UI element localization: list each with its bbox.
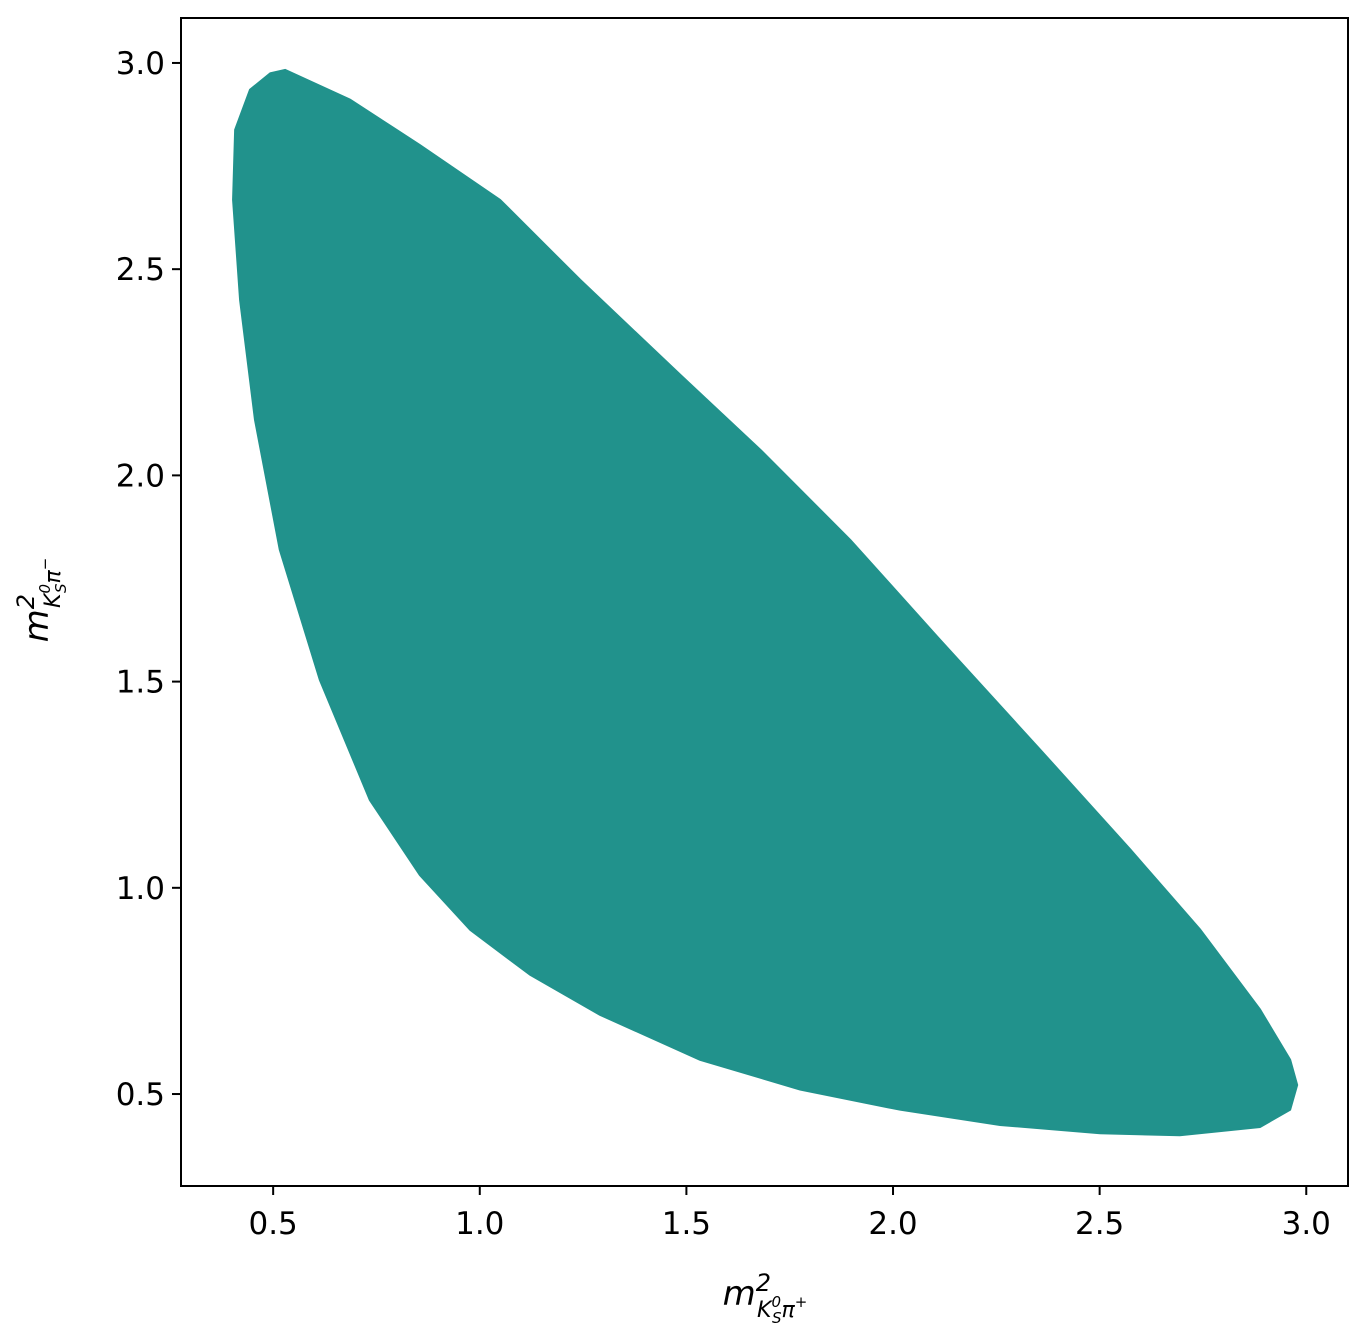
xlabel-particle: K: [757, 1298, 773, 1323]
y-tick-label: 1.0: [116, 871, 165, 907]
xlabel: m2 K0 Sπ+: [723, 1269, 808, 1327]
y-tick-label: 2.0: [116, 458, 165, 494]
y-tick-label: 2.5: [116, 252, 165, 288]
xlabel-pion: π: [782, 1298, 796, 1323]
x-tick-label: 1.0: [455, 1206, 504, 1242]
y-tick-label: 0.5: [116, 1077, 165, 1113]
ylabel: m2K0Sπ−: [12, 558, 70, 643]
x-tick-label: 3.0: [1282, 1206, 1331, 1242]
ylabel-particle-sup: 0: [36, 584, 54, 594]
x-tick-label: 2.5: [1075, 1206, 1124, 1242]
xlabel-particle-sub: S: [772, 1309, 782, 1327]
ylabel-power: 2: [12, 594, 40, 609]
ylabel-symbol: m: [17, 609, 57, 642]
ylabel-particle-sub: S: [52, 583, 70, 593]
y-tick-label: 1.5: [116, 665, 165, 701]
dalitz-region: [232, 68, 1299, 1137]
xlabel-charge: +: [795, 1293, 808, 1311]
xlabel-power: 2: [756, 1269, 771, 1297]
plot-frame: [180, 17, 1349, 1187]
xlabel-particle-sup: 0: [771, 1293, 781, 1311]
y-tick-label: 3.0: [116, 46, 165, 82]
x-tick-label: 2.0: [868, 1206, 917, 1242]
ylabel-pion: π: [41, 569, 66, 583]
x-tick-label: 0.5: [248, 1206, 297, 1242]
xlabel-symbol: m: [723, 1274, 756, 1314]
x-tick-label: 1.5: [662, 1206, 711, 1242]
ylabel-particle: K: [41, 592, 66, 608]
ylabel-charge: −: [36, 558, 54, 571]
